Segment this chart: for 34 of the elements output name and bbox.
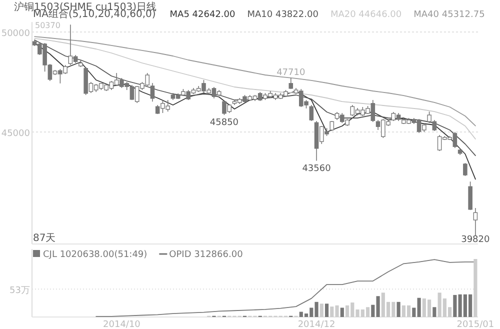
bar (474, 259, 478, 317)
candlestick (309, 104, 314, 122)
legend: MA5 42642.00 (170, 10, 236, 20)
annotation: 47710 (276, 68, 306, 78)
line-series (34, 42, 476, 180)
candlestick (150, 82, 155, 102)
bar (453, 294, 457, 317)
ref-line-label: 53万 (10, 286, 30, 296)
bar (340, 308, 344, 317)
bar (432, 307, 436, 317)
annotation: 45850 (210, 118, 239, 128)
legend: MA10 43822.00 (247, 10, 318, 20)
y-tick-label: 50000 (1, 29, 30, 39)
candlestick (330, 120, 334, 132)
annotation: 87天 (33, 233, 56, 244)
y-tick-label: 45000 (1, 129, 30, 139)
legend: MA40 45312.75 (414, 10, 485, 20)
x-tick-label: 2014/10 (103, 320, 141, 329)
annotation: 50370 (35, 21, 60, 30)
annotation: 39820 (461, 235, 490, 245)
bar (412, 308, 416, 317)
bar (417, 298, 421, 317)
annotation: 43560 (302, 164, 332, 174)
bar (320, 304, 324, 317)
x-tick-label: 2015/01 (456, 320, 494, 329)
candlestick (473, 208, 478, 236)
candlestick (463, 162, 468, 176)
legend: CJL 1020638.00(51:49) (43, 250, 148, 260)
line-series (34, 40, 476, 156)
x-tick-label: 2014/12 (298, 320, 336, 329)
legend: OPID 312866.00 (169, 250, 243, 260)
bar (396, 302, 400, 317)
bar (324, 304, 329, 317)
candlestick (468, 181, 472, 210)
